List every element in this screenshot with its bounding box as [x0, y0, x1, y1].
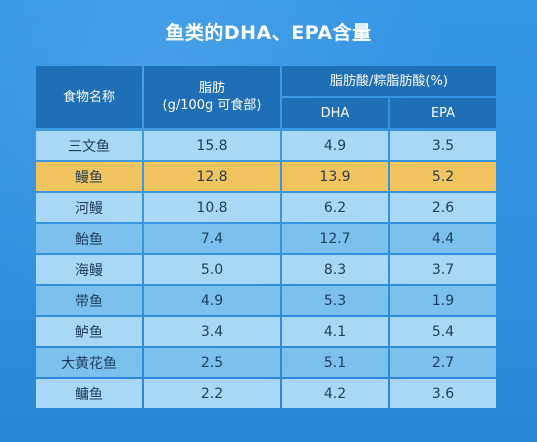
cell-dha: 4.1 — [282, 317, 388, 346]
cell-dha: 6.2 — [282, 193, 388, 222]
cell-food-name: 鳙鱼 — [36, 379, 142, 408]
cell-fat: 2.2 — [144, 379, 280, 408]
cell-epa: 4.4 — [390, 224, 496, 253]
cell-dha: 5.3 — [282, 286, 388, 315]
cell-food-name: 河鳗 — [36, 193, 142, 222]
header-food-name: 食物名称 — [36, 66, 142, 128]
header-fat: 脂肪 (g/100g 可食部) — [144, 66, 280, 128]
header-fatty-acid-ratio: 脂肪酸/粽脂肪酸(%) — [282, 66, 496, 96]
cell-epa: 3.5 — [390, 131, 496, 160]
cell-fat: 15.8 — [144, 131, 280, 160]
cell-food-name: 大黄花鱼 — [36, 348, 142, 377]
cell-food-name: 带鱼 — [36, 286, 142, 315]
cell-fat: 7.4 — [144, 224, 280, 253]
cell-epa: 2.7 — [390, 348, 496, 377]
cell-fat: 12.8 — [144, 162, 280, 191]
cell-epa: 5.2 — [390, 162, 496, 191]
cell-food-name: 三文鱼 — [36, 131, 142, 160]
cell-dha: 5.1 — [282, 348, 388, 377]
header-fat-label: 脂肪 — [198, 81, 225, 96]
header-epa: EPA — [390, 98, 496, 128]
fish-table: 食物名称 脂肪 (g/100g 可食部) 脂肪酸/粽脂肪酸(%) DHA EPA… — [36, 66, 496, 416]
cell-fat: 10.8 — [144, 193, 280, 222]
header-fat-unit: (g/100g 可食部) — [162, 98, 262, 113]
cell-epa: 3.7 — [390, 255, 496, 284]
cell-fat: 3.4 — [144, 317, 280, 346]
cell-fat: 5.0 — [144, 255, 280, 284]
cell-dha: 4.9 — [282, 131, 388, 160]
cell-dha: 4.2 — [282, 379, 388, 408]
cell-dha: 8.3 — [282, 255, 388, 284]
cell-epa: 3.6 — [390, 379, 496, 408]
cell-epa: 5.4 — [390, 317, 496, 346]
cell-fat: 4.9 — [144, 286, 280, 315]
cell-dha: 12.7 — [282, 224, 388, 253]
cell-fat: 2.5 — [144, 348, 280, 377]
cell-food-name: 鳗鱼 — [36, 162, 142, 191]
page-title: 鱼类的DHA、EPA含量 — [165, 22, 372, 44]
cell-food-name: 海鳗 — [36, 255, 142, 284]
cell-epa: 2.6 — [390, 193, 496, 222]
cell-epa: 1.9 — [390, 286, 496, 315]
cell-dha: 13.9 — [282, 162, 388, 191]
header-dha: DHA — [282, 98, 388, 128]
cell-food-name: 鲐鱼 — [36, 224, 142, 253]
cell-food-name: 鲈鱼 — [36, 317, 142, 346]
